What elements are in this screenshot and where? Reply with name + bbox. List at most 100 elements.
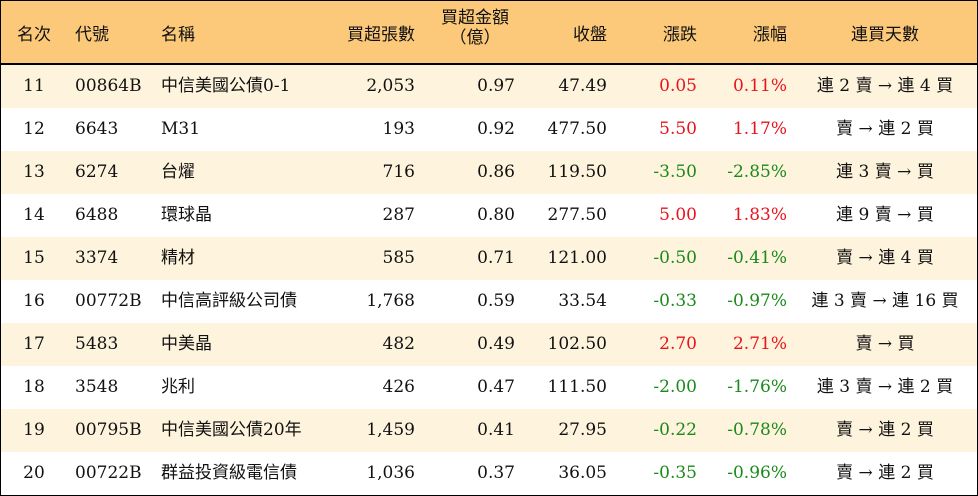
cell-net-buy-amount: 0.59 xyxy=(477,291,515,311)
cell-change: 5.00 xyxy=(659,205,697,225)
cell-change-pct: 0.11% xyxy=(732,76,787,96)
cell-code: 00722B xyxy=(75,463,142,483)
cell-close: 102.50 xyxy=(547,334,607,354)
table-row: 13 6274 台燿 716 0.86 119.50 -3.50 -2.85% 連 3 賣 → … xyxy=(1,151,977,194)
cell-net-buy-lots: 287 xyxy=(382,205,415,225)
table-row: 11 00864B 中信美國公債0-1 2,053 0.97 47.49 0.05 0.11%… xyxy=(1,65,977,108)
cell-rank: 14 xyxy=(23,205,45,225)
cell-rank: 17 xyxy=(23,334,45,354)
cell-code: 6274 xyxy=(75,162,119,182)
cell-net-buy-amount: 0.97 xyxy=(477,76,515,96)
cell-streak: 賣 → 買 xyxy=(855,334,915,354)
cell-name: 精材 xyxy=(161,248,195,268)
table-row: 16 00772B 中信高評級公司債 1,768 0.59 33.54 -0.33 -0.97… xyxy=(1,280,977,323)
cell-streak: 賣 → 連 2 買 xyxy=(836,119,934,139)
cell-net-buy-amount: 0.86 xyxy=(477,162,515,182)
header-change-pct: 漲幅 xyxy=(753,25,787,45)
table-row: 18 3548 兆利 426 0.47 111.50 -2.00 -1.76% 連 3 賣 → … xyxy=(1,366,977,409)
cell-streak: 賣 → 連 2 買 xyxy=(836,463,934,483)
cell-net-buy-lots: 2,053 xyxy=(366,76,415,96)
cell-change: 0.05 xyxy=(659,76,697,96)
table-row: 19 00795B 中信美國公債20年 1,459 0.41 27.95 -0.22 -0.7… xyxy=(1,409,977,452)
cell-close: 47.49 xyxy=(558,76,607,96)
cell-close: 119.50 xyxy=(547,162,607,182)
cell-close: 36.05 xyxy=(558,463,607,483)
cell-streak: 連 2 賣 → 連 4 買 xyxy=(816,76,954,96)
cell-net-buy-amount: 0.41 xyxy=(477,420,515,440)
cell-code: 6488 xyxy=(75,205,119,225)
cell-rank: 20 xyxy=(23,463,45,483)
cell-change-pct: -0.41% xyxy=(727,248,787,268)
cell-net-buy-lots: 426 xyxy=(382,377,415,397)
cell-streak: 連 9 賣 → 買 xyxy=(836,205,934,225)
cell-name: 群益投資級電信債 xyxy=(161,463,297,483)
cell-close: 477.50 xyxy=(547,119,607,139)
cell-rank: 15 xyxy=(23,248,45,268)
cell-net-buy-amount: 0.80 xyxy=(477,205,515,225)
cell-net-buy-amount: 0.92 xyxy=(477,119,515,139)
cell-net-buy-lots: 716 xyxy=(382,162,415,182)
header-name: 名稱 xyxy=(161,25,195,45)
header-streak: 連買天數 xyxy=(851,25,919,45)
cell-net-buy-amount: 0.49 xyxy=(477,334,515,354)
cell-name: 中信高評級公司債 xyxy=(161,291,297,311)
cell-change: -0.50 xyxy=(653,248,697,268)
cell-code: 00795B xyxy=(75,420,142,440)
cell-name: 兆利 xyxy=(161,377,195,397)
cell-code: 00864B xyxy=(75,76,142,96)
cell-name: 台燿 xyxy=(161,162,195,182)
cell-net-buy-amount: 0.37 xyxy=(477,463,515,483)
header-rank: 名次 xyxy=(17,25,51,45)
cell-change-pct: -1.76% xyxy=(727,377,787,397)
cell-code: 00772B xyxy=(75,291,142,311)
cell-change-pct: 1.83% xyxy=(732,205,787,225)
header-net-buy-amount-line1: 買超金額 xyxy=(441,8,509,28)
cell-rank: 13 xyxy=(23,162,45,182)
cell-change: -0.33 xyxy=(653,291,697,311)
cell-streak: 連 3 賣 → 連 2 買 xyxy=(816,377,954,397)
cell-change-pct: -2.85% xyxy=(727,162,787,182)
cell-close: 121.00 xyxy=(547,248,607,268)
cell-close: 27.95 xyxy=(558,420,607,440)
header-net-buy-amount: 買超金額 （億） xyxy=(425,8,525,48)
cell-change: 2.70 xyxy=(659,334,697,354)
cell-change: -2.00 xyxy=(653,377,697,397)
cell-close: 277.50 xyxy=(547,205,607,225)
cell-net-buy-amount: 0.47 xyxy=(477,377,515,397)
header-net-buy-amount-line2: （億） xyxy=(449,28,501,48)
table-row: 20 00722B 群益投資級電信債 1,036 0.37 36.05 -0.35 -0.96… xyxy=(1,452,977,495)
table-row: 12 6643 M31 193 0.92 477.50 5.50 1.17% 賣 → 連 2 買 xyxy=(1,108,977,151)
cell-name: 中美晶 xyxy=(161,334,212,354)
cell-change: -3.50 xyxy=(653,162,697,182)
cell-change: -0.22 xyxy=(653,420,697,440)
cell-net-buy-lots: 193 xyxy=(382,119,415,139)
header-close: 收盤 xyxy=(573,25,607,45)
cell-change-pct: 1.17% xyxy=(732,119,787,139)
cell-code: 5483 xyxy=(75,334,119,354)
cell-rank: 12 xyxy=(23,119,45,139)
cell-net-buy-lots: 482 xyxy=(382,334,415,354)
cell-code: 3548 xyxy=(75,377,119,397)
cell-streak: 賣 → 連 2 買 xyxy=(836,420,934,440)
cell-name: M31 xyxy=(161,119,201,139)
table-row: 14 6488 環球晶 287 0.80 277.50 5.00 1.83% 連 9 賣 → 買 xyxy=(1,194,977,237)
cell-change-pct: -0.78% xyxy=(727,420,787,440)
cell-rank: 19 xyxy=(23,420,45,440)
header-change: 漲跌 xyxy=(663,25,697,45)
header-net-buy-lots: 買超張數 xyxy=(347,25,415,45)
cell-change: -0.35 xyxy=(653,463,697,483)
cell-change-pct: 2.71% xyxy=(732,334,787,354)
cell-rank: 18 xyxy=(23,377,45,397)
cell-streak: 賣 → 連 4 買 xyxy=(836,248,934,268)
cell-net-buy-lots: 1,459 xyxy=(366,420,415,440)
cell-code: 3374 xyxy=(75,248,119,268)
cell-change-pct: -0.97% xyxy=(727,291,787,311)
cell-name: 中信美國公債20年 xyxy=(161,420,302,440)
cell-rank: 11 xyxy=(23,76,45,96)
cell-name: 環球晶 xyxy=(161,205,212,225)
cell-net-buy-lots: 585 xyxy=(382,248,415,268)
header-divider xyxy=(1,63,977,65)
table-header: 名次 代號 名稱 買超張數 買超金額 （億） 收盤 漲跌 漲幅 連買天數 xyxy=(1,1,977,63)
cell-close: 111.50 xyxy=(547,377,607,397)
